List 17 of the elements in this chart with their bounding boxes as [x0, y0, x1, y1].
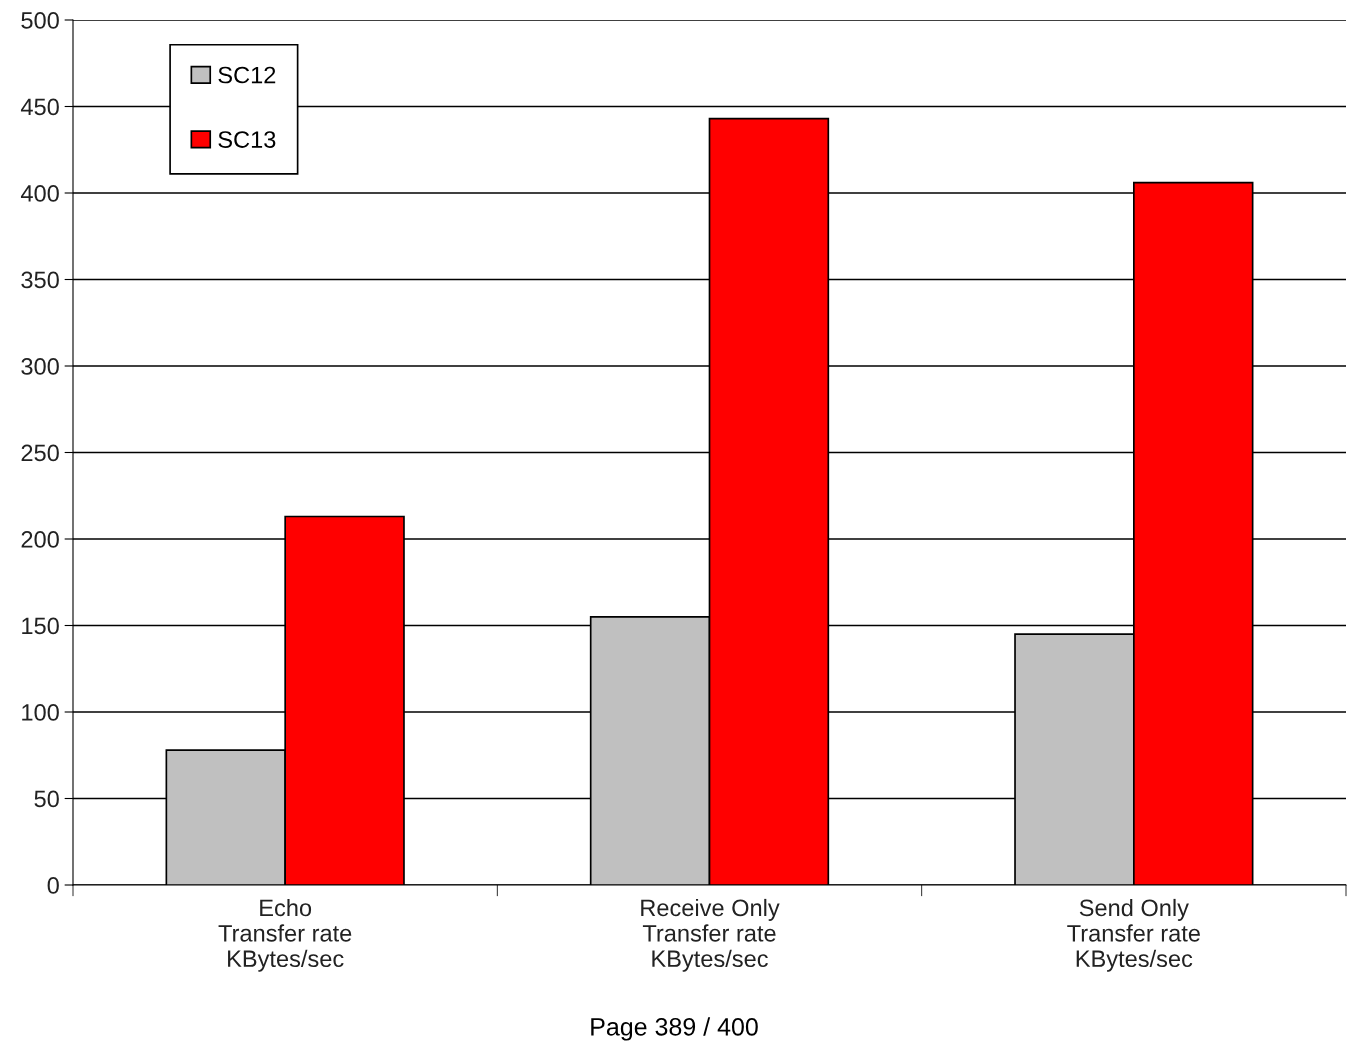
- y-tick-label: 450: [20, 98, 59, 116]
- y-tick-label: 250: [21, 444, 59, 462]
- x-tick-label: Send Only Transfer rate KBytes/sec: [1067, 898, 1200, 972]
- y-tick-label: 400: [20, 185, 59, 202]
- y-tick-label: 500: [21, 12, 59, 29]
- y-tick-label: 0: [47, 877, 59, 894]
- legend-label: SC13: [218, 131, 276, 148]
- y-tick-label: 200: [21, 531, 59, 548]
- x-tick-label: Echo Transfer rate KBytes/sec: [218, 898, 352, 972]
- x-tick-label: Receive Only Transfer rate KBytes/sec: [641, 898, 780, 972]
- y-tick-label: 150: [22, 617, 59, 635]
- y-tick-label: 100: [22, 704, 59, 721]
- legend-label: SC12: [218, 66, 276, 84]
- y-tick-label: 300: [21, 358, 59, 375]
- y-tick-label: 350: [21, 271, 59, 289]
- y-tick-label: 50: [34, 790, 59, 808]
- text: Page 389 / 400: [591, 1017, 758, 1041]
